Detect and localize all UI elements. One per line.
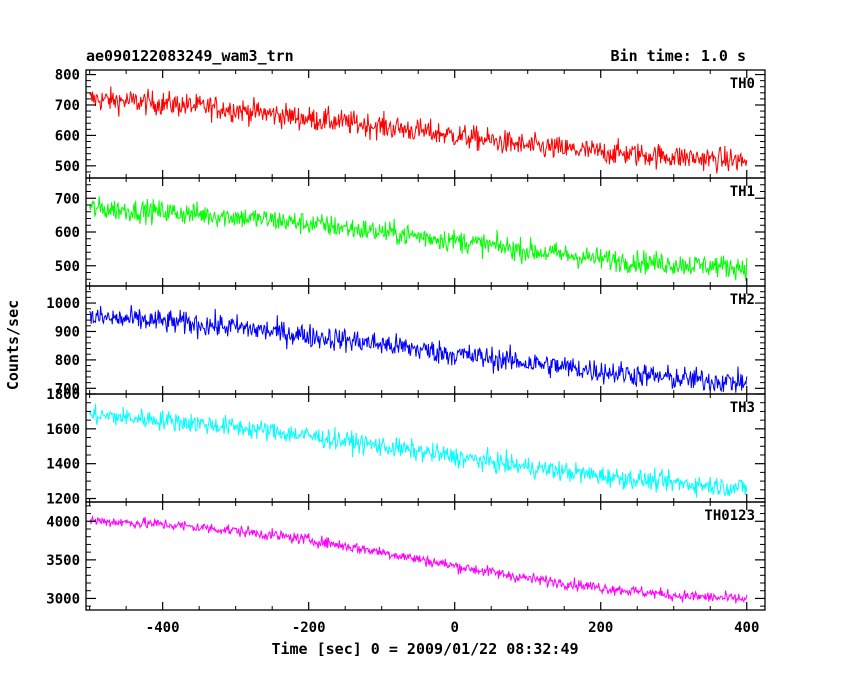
y-tick-label: 700 bbox=[55, 191, 80, 207]
y-tick-label: 900 bbox=[55, 324, 80, 340]
series-line-th1 bbox=[89, 196, 748, 282]
y-tick-label: 800 bbox=[55, 68, 80, 84]
panel-th2: 700 800 900 1000 TH2 bbox=[46, 285, 766, 397]
x-tick-label: 400 bbox=[734, 620, 759, 636]
chart-title: ae090122083249_wam3_trn bbox=[86, 47, 294, 65]
panel-th0: 500 600 700 800 TH0 bbox=[55, 68, 766, 179]
panel-label-th1: TH1 bbox=[730, 184, 755, 200]
y-tick-label: 500 bbox=[55, 259, 80, 275]
y-tick-label: 600 bbox=[55, 128, 80, 144]
series-line-th2 bbox=[89, 305, 748, 393]
series-line-th0 bbox=[89, 86, 748, 174]
panel-th0123: 3000 3500 4000 TH0123 bbox=[46, 501, 766, 611]
panel-th3: 1200 1400 1600 1800 TH3 bbox=[46, 387, 766, 508]
panel-label-th3: TH3 bbox=[730, 400, 755, 416]
series-line-th3 bbox=[89, 403, 748, 498]
panel-th1: 500 600 700 TH1 bbox=[55, 177, 766, 287]
y-tick-label: 4000 bbox=[46, 514, 80, 530]
y-tick-label: 1800 bbox=[46, 387, 80, 403]
bin-time-label: Bin time: 1.0 s bbox=[611, 47, 746, 65]
x-tick-label: -200 bbox=[292, 620, 326, 636]
x-tick-label: 200 bbox=[588, 620, 613, 636]
y-tick-label: 500 bbox=[55, 159, 80, 175]
y-tick-label: 3000 bbox=[46, 591, 80, 607]
y-tick-label: 800 bbox=[55, 353, 80, 369]
panel-label-th0123: TH0123 bbox=[704, 508, 755, 524]
y-tick-label: 3500 bbox=[46, 553, 80, 569]
y-tick-label: 1400 bbox=[46, 457, 80, 473]
y-tick-label: 700 bbox=[55, 98, 80, 114]
series-line-th0123 bbox=[89, 514, 748, 604]
y-tick-label: 600 bbox=[55, 225, 80, 241]
y-tick-label: 1600 bbox=[46, 422, 80, 438]
x-tick-label: -400 bbox=[146, 620, 180, 636]
panels-group: 500 600 700 800 TH0 500 600 700 TH1 700 800 900 1000… bbox=[46, 68, 766, 636]
panel-frame bbox=[85, 177, 766, 287]
panel-label-th2: TH2 bbox=[730, 292, 755, 308]
x-axis-label: Time [sec] 0 = 2009/01/22 08:32:49 bbox=[271, 640, 578, 658]
y-tick-label: 700 bbox=[55, 381, 80, 397]
x-tick-label: 0 bbox=[450, 620, 458, 636]
panel-label-th0: TH0 bbox=[730, 76, 755, 92]
y-axis-label: Counts/sec bbox=[4, 300, 22, 390]
panel-frame bbox=[85, 501, 766, 611]
y-tick-label: 1000 bbox=[46, 296, 80, 312]
y-tick-label: 1200 bbox=[46, 492, 80, 508]
